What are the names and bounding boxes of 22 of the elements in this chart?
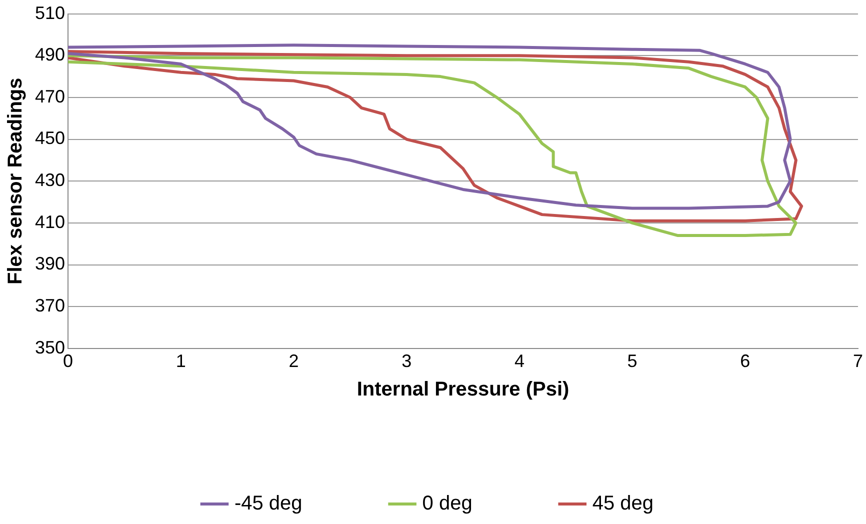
x-axis-title: Internal Pressure (Psi) (356, 378, 570, 401)
y-tick-label: 470 (34, 86, 66, 106)
x-tick-label: 1 (176, 351, 186, 372)
x-tick-label: 7 (852, 351, 863, 372)
y-tick-label: 410 (34, 212, 66, 232)
y-tick-label: 370 (34, 296, 66, 316)
x-tick-label: 4 (514, 351, 524, 372)
y-tick-label: 490 (34, 44, 66, 65)
legend-label: 45 deg (592, 492, 654, 515)
y-tick-label: 510 (34, 2, 66, 23)
y-tick-label: 430 (34, 170, 66, 190)
y-tick-label: 390 (34, 254, 66, 274)
x-tick-label: 6 (740, 351, 750, 372)
y-axis-title: Flex sensor Readings (4, 78, 27, 284)
x-tick-label: 5 (627, 351, 638, 372)
legend-label: -45 deg (234, 492, 302, 515)
y-tick-label: 450 (34, 128, 66, 148)
x-tick-label: 0 (63, 351, 74, 372)
x-tick-label: 2 (288, 351, 299, 372)
x-tick-label: 3 (402, 351, 412, 372)
legend-label: 0 deg (422, 492, 472, 515)
y-tick-label: 350 (34, 337, 66, 358)
